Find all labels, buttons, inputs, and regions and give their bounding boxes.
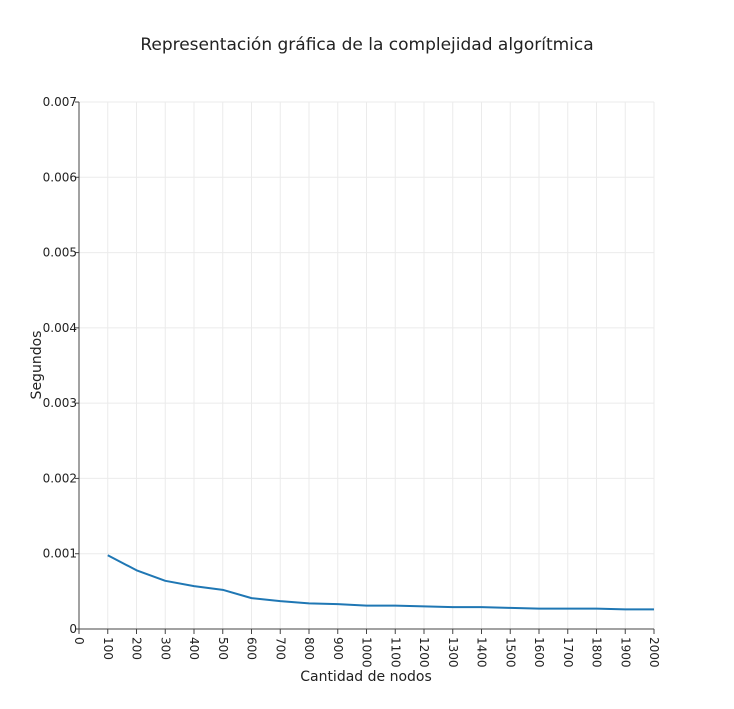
x-tick-label: 700 <box>273 637 287 660</box>
y-tick-label: 0.005 <box>43 246 77 260</box>
x-tick-labels: 0 100 200 300 400 500 600 700 800 900 1000 1100 1200… <box>72 629 661 668</box>
x-tick-label: 1500 <box>503 637 517 668</box>
x-tick-label: 1600 <box>532 637 546 668</box>
series-line <box>107 554 654 611</box>
y-tick-label: 0.004 <box>43 321 77 335</box>
x-tick-label: 1300 <box>446 637 460 668</box>
y-tick-label: 0.001 <box>43 547 77 561</box>
x-tick-label: 400 <box>187 637 201 660</box>
x-tick-label: 1900 <box>618 637 632 668</box>
x-tick-label: 1200 <box>417 637 431 668</box>
y-tick-label: 0.007 <box>43 95 77 109</box>
x-tick-label: 1000 <box>360 637 374 668</box>
y-tick-labels: 0 0.001 0.002 0.003 0.004 0.005 0.006 0.007 <box>43 95 79 636</box>
x-tick-label: 800 <box>302 637 316 660</box>
x-tick-label: 500 <box>216 637 230 660</box>
x-tick-label: 1400 <box>475 637 489 668</box>
y-tick-label: 0.006 <box>43 170 77 184</box>
x-axis-title: Cantidad de nodos <box>300 669 432 685</box>
x-tick-label: 200 <box>130 637 144 660</box>
x-tick-label: 300 <box>158 637 172 660</box>
y-tick-label: 0 <box>69 622 77 636</box>
x-tick-label: 1800 <box>590 637 604 668</box>
x-tick-label: 1700 <box>561 637 575 668</box>
grid <box>79 101 655 629</box>
series-layer <box>107 554 655 611</box>
x-tick-label: 2000 <box>647 637 661 668</box>
y-axis-title: Segundos <box>29 331 45 400</box>
x-tick-label: 1100 <box>388 637 402 668</box>
x-tick-label: 600 <box>245 637 259 660</box>
x-tick-label: 900 <box>331 637 345 660</box>
x-tick-label: 0 <box>72 637 86 645</box>
y-tick-label: 0.003 <box>43 396 77 410</box>
chart-title: Representación gráfica de la complejidad… <box>140 35 593 55</box>
y-tick-label: 0.002 <box>43 471 77 485</box>
x-tick-label: 100 <box>101 637 115 660</box>
